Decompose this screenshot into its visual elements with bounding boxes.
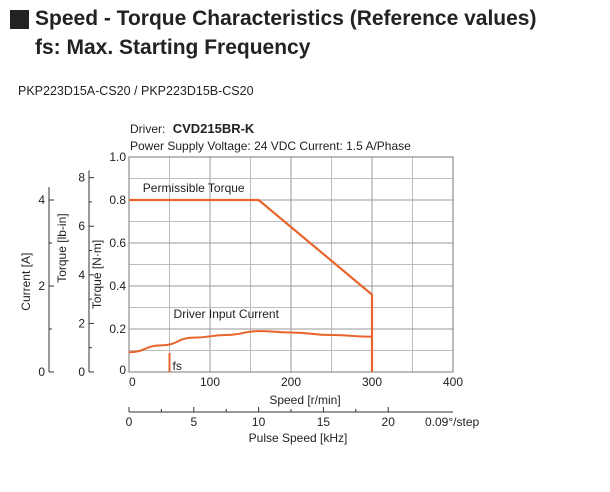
pulse-tick-label: 0 xyxy=(126,415,133,429)
current-axis-label: Current [A] xyxy=(19,253,33,311)
lbin-tick-label: 6 xyxy=(78,219,85,233)
y-tick-label: 0.2 xyxy=(109,322,126,336)
series-layer xyxy=(128,198,374,372)
pulse-step-label: 0.09°/step xyxy=(425,415,479,429)
pulse-tick-label: 5 xyxy=(190,415,197,429)
torque-series-label: Permissible Torque xyxy=(143,181,245,195)
model-label: PKP223D15A-CS20 / PKP223D15B-CS20 xyxy=(18,84,254,98)
page-subtitle: fs: Max. Starting Frequency xyxy=(35,36,311,59)
title-square-icon xyxy=(10,9,29,29)
lbin-axis-label: Torque [lb-in] xyxy=(55,213,69,282)
pulse-axis-label: Pulse Speed [kHz] xyxy=(249,431,348,445)
x-tick-label: 400 xyxy=(443,375,463,389)
conditions-label: Power Supply Voltage: 24 VDC Current: 1.… xyxy=(130,139,411,153)
pulse-tick-label: 15 xyxy=(317,415,331,429)
lbin-tick-label: 2 xyxy=(78,316,85,330)
x-tick-label: 300 xyxy=(362,375,382,389)
driver-label: Driver: CVD215BR-K xyxy=(130,121,255,136)
y-tick-label: 0.8 xyxy=(109,193,126,207)
title-row: Speed - Torque Characteristics (Referenc… xyxy=(10,4,536,34)
pulse-tick-label: 10 xyxy=(252,415,266,429)
x-tick-label: 100 xyxy=(200,375,220,389)
torque-curve xyxy=(129,198,374,372)
y-tick-label: 0.6 xyxy=(109,236,126,250)
current-tick-label: 2 xyxy=(38,279,45,293)
lbin-tick-label: 4 xyxy=(78,268,85,282)
x-tick-label: 200 xyxy=(281,375,301,389)
x-axis-label: Speed [r/min] xyxy=(269,393,340,407)
page-title: Speed - Torque Characteristics (Referenc… xyxy=(35,7,537,30)
y-tick-label: 1.0 xyxy=(109,150,126,164)
y-tick-label: 0.4 xyxy=(109,279,126,293)
pulse-tick-label: 20 xyxy=(382,415,396,429)
driver-name: CVD215BR-K xyxy=(173,121,255,136)
y-tick-label: 0 xyxy=(119,363,126,377)
current-curve xyxy=(128,330,373,354)
axes xyxy=(48,156,454,413)
fs-label: fs xyxy=(173,359,182,373)
current-series-label: Driver Input Current xyxy=(174,307,280,321)
x-tick-label: 0 xyxy=(129,375,136,389)
plot-frame xyxy=(128,156,454,373)
lbin-tick-label: 0 xyxy=(78,365,85,379)
lbin-tick-label: 8 xyxy=(78,171,85,185)
driver-prefix: Driver: xyxy=(130,122,165,136)
header: Speed - Torque Characteristics (Referenc… xyxy=(10,4,536,62)
current-tick-label: 0 xyxy=(38,365,45,379)
current-tick-label: 4 xyxy=(38,193,45,207)
y-axis-label: Torque [N·m] xyxy=(90,240,104,309)
